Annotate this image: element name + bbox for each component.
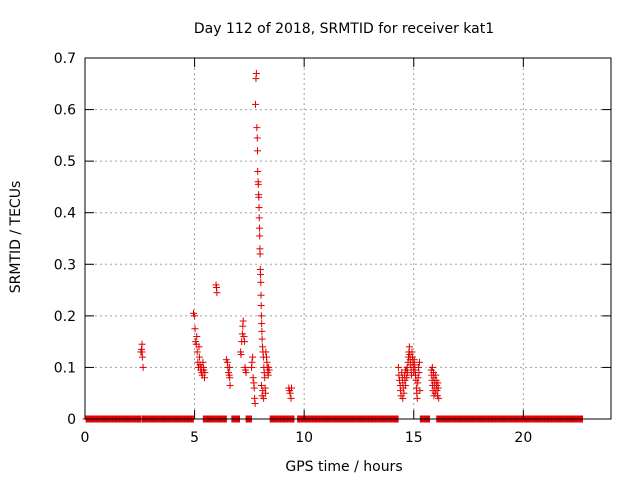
y-tick-label: 0: [67, 412, 76, 428]
data-point: [415, 358, 423, 366]
data-point: [241, 338, 249, 346]
data-point: [257, 381, 265, 389]
data-point: [416, 387, 424, 395]
data-point: [286, 389, 294, 397]
data-point: [415, 369, 423, 377]
data-point: [258, 320, 266, 328]
data-point: [257, 291, 265, 299]
data-point: [237, 351, 245, 359]
x-axis-title: GPS time / hours: [285, 459, 402, 475]
data-point: [193, 348, 201, 356]
data-point: [226, 381, 234, 389]
data-point: [138, 340, 146, 348]
data-point: [259, 387, 267, 395]
data-point: [258, 327, 266, 335]
data-point: [239, 317, 247, 325]
data-point: [403, 374, 411, 382]
data-point: [255, 214, 263, 222]
y-tick-label: 0.1: [54, 360, 76, 376]
x-tick-label: 20: [514, 430, 532, 446]
data-point: [265, 366, 273, 374]
data-point: [256, 232, 264, 240]
data-point: [253, 124, 261, 132]
data-point: [251, 400, 259, 408]
data-point: [252, 100, 260, 108]
data-point: [250, 384, 258, 392]
data-point: [254, 180, 262, 188]
grid-layer: [85, 58, 611, 419]
data-point: [213, 289, 221, 297]
data-point: [256, 250, 264, 258]
data-point: [434, 384, 442, 392]
ticks-layer: 0 0.1 0.2 0.3 0.4 0.5 0.6 0.7 0 5 10 15 20: [54, 51, 611, 446]
data-point: [255, 224, 263, 232]
data-point: [413, 394, 421, 402]
plot-frame: [84, 57, 612, 420]
x-tick-label: 5: [190, 430, 199, 446]
data-point: [195, 343, 203, 351]
y-tick-label: 0.3: [54, 257, 76, 273]
data-point: [428, 363, 436, 371]
data-point: [435, 394, 443, 402]
x-tick-label: 0: [81, 430, 90, 446]
y-tick-label: 0.4: [54, 206, 76, 222]
data-point: [401, 381, 409, 389]
y-axis-title: SRMTID / TECUs: [8, 181, 24, 294]
data-point: [255, 193, 263, 201]
data-point: [226, 363, 234, 371]
points-layer: [82, 69, 587, 423]
data-point: [258, 335, 266, 343]
x-tick-label: 10: [295, 430, 313, 446]
y-tick-label: 0.6: [54, 103, 76, 119]
data-point: [430, 392, 438, 400]
data-point: [257, 278, 265, 286]
data-point: [248, 358, 256, 366]
data-point: [264, 371, 272, 379]
data-point: [195, 353, 203, 361]
data-point: [260, 394, 268, 402]
data-point: [226, 374, 234, 382]
y-tick-label: 0.7: [54, 51, 76, 67]
y-tick-label: 0.2: [54, 309, 76, 325]
data-point: [414, 374, 422, 382]
data-point: [240, 332, 248, 340]
data-point: [242, 369, 250, 377]
data-point: [394, 363, 402, 371]
data-point: [249, 374, 257, 382]
data-point: [139, 363, 147, 371]
data-point: [255, 204, 263, 212]
data-point: [287, 384, 295, 392]
data-point: [254, 167, 262, 175]
y-tick-label: 0.5: [54, 154, 76, 170]
data-point: [249, 353, 257, 361]
data-point: [405, 343, 413, 351]
data-point: [253, 134, 261, 142]
data-point: [257, 312, 265, 320]
data-point: [262, 348, 270, 356]
data-point: [191, 325, 199, 333]
data-point: [193, 332, 201, 340]
data-point: [257, 302, 265, 310]
data-point: [252, 69, 260, 77]
x-tick-label: 15: [405, 430, 423, 446]
data-point: [401, 366, 409, 374]
data-point: [138, 348, 146, 356]
data-point: [257, 271, 265, 279]
data-point: [201, 369, 209, 377]
data-point: [191, 312, 199, 320]
chart-title: Day 112 of 2018, SRMTID for receiver kat…: [194, 21, 494, 37]
data-point: [261, 374, 269, 382]
data-point: [400, 389, 408, 397]
data-point: [399, 394, 407, 402]
data-point: [253, 147, 261, 155]
data-point: [287, 394, 295, 402]
